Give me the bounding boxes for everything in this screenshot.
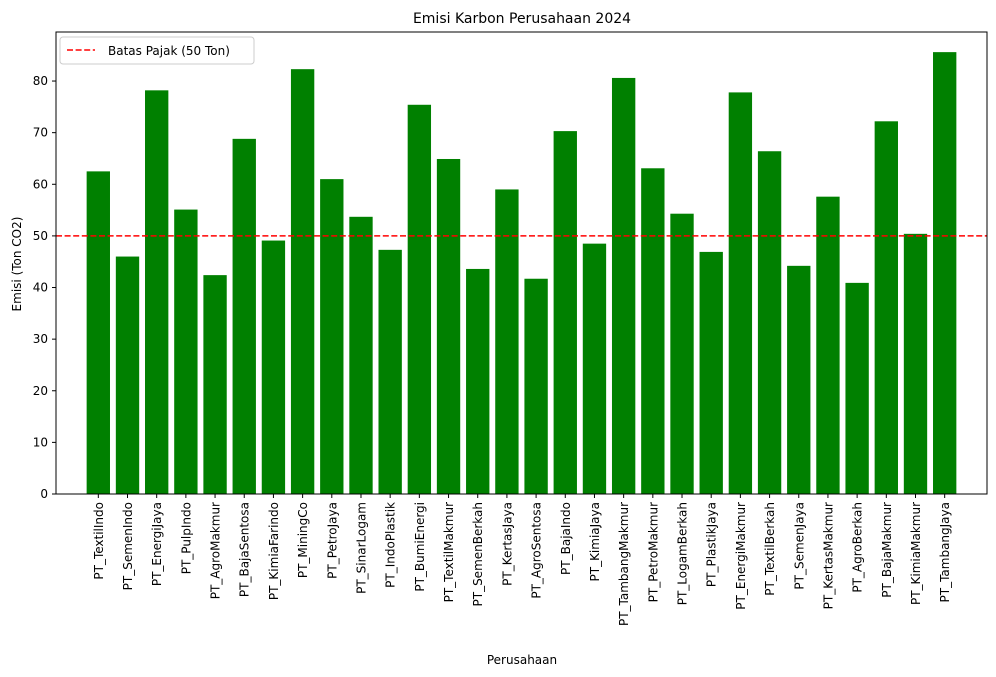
x-tick-label: PT_SinarLogam [354, 502, 368, 594]
x-tick-label: PT_EnergiMakmur [734, 502, 748, 610]
bar-PT_KimiaMakmur [903, 233, 928, 494]
x-tick-label: PT_KertasMakmur [821, 502, 835, 609]
y-tick-label: 20 [33, 384, 48, 398]
x-tick-label: PT_TextilIndo [92, 502, 106, 580]
y-tick-label: 50 [33, 229, 48, 243]
bar-PT_PulpIndo [174, 209, 198, 494]
bar-PT_MiningCo [290, 69, 315, 495]
bar-PT_TambangMakmur [611, 77, 636, 494]
x-tick-label: PT_PetroMakmur [646, 502, 660, 602]
x-tick-label: PT_AgroBerkah [851, 502, 865, 593]
bar-PT_BajaIndo [553, 131, 577, 495]
plot-frame [55, 31, 988, 495]
bar-PT_SemenBerkah [466, 268, 490, 494]
bar-PT_BajaMakmur [874, 121, 898, 495]
x-tick-label: PT_KimiaFarindo [267, 502, 281, 600]
y-axis: 0 10 20 30 40 50 60 70 80 [33, 74, 56, 501]
x-tick-label: PT_TambangJaya [938, 502, 952, 603]
x-tick-label: PT_TextilMakmur [442, 502, 456, 602]
bars-layer [86, 52, 957, 495]
chart-title: Emisi Karbon Perusahaan 2024 [413, 11, 631, 27]
bar-PT_KimiaFarindo [261, 240, 286, 494]
y-tick-label: 40 [33, 281, 48, 295]
bar-PT_EnergiJaya [145, 90, 169, 494]
y-tick-label: 70 [33, 126, 48, 140]
legend-label: Batas Pajak (50 Ton) [108, 44, 230, 58]
x-tick-label: PT_EnergiJaya [150, 502, 164, 586]
y-axis-label: Emisi (Ton CO2) [10, 217, 24, 312]
y-tick-label: 10 [33, 435, 48, 449]
x-tick-label: PT_AgroSentosa [530, 502, 544, 599]
legend: Batas Pajak (50 Ton) [59, 36, 255, 65]
bar-PT_KertasMakmur [816, 196, 840, 495]
x-tick-label: PT_KimiaMakmur [909, 502, 923, 605]
bar-PT_TambangJaya [933, 52, 957, 494]
x-tick-label: PT_AgroMakmur [209, 502, 223, 599]
bar-PT_EnergiMakmur [728, 92, 753, 495]
x-tick-label: PT_TextilBerkah [763, 502, 777, 596]
bar-PT_BajaSentosa [232, 138, 256, 494]
x-tick-label: PT_IndoPlastik [384, 502, 398, 588]
y-tick-label: 60 [33, 177, 48, 191]
y-tick-label: 0 [40, 487, 48, 501]
bar-PT_TextilMakmur [436, 158, 461, 495]
x-axis-label: Perusahaan [487, 653, 557, 667]
y-tick-label: 80 [33, 74, 48, 88]
bar-PT_TextilBerkah [757, 151, 782, 495]
x-tick-label: PT_BajaMakmur [880, 502, 894, 598]
bar-PT_BumiEnergi [407, 104, 432, 494]
bar-PT_AgroBerkah [845, 282, 869, 494]
bar-PT_KimiaJaya [582, 243, 607, 494]
x-tick-label: PT_PlastikJaya [705, 502, 719, 587]
bar-PT_TextilIndo [86, 171, 110, 494]
x-tick-label: PT_BumiEnergi [413, 502, 427, 592]
bar-PT_IndoPlastik [378, 249, 402, 494]
legend-box [59, 36, 255, 65]
bar-PT_AgroSentosa [524, 278, 548, 494]
bar-PT_LogamBerkah [670, 213, 694, 494]
x-tick-label: PT_SemenIndo [121, 502, 135, 590]
bar-PT_PetroMakmur [641, 168, 665, 494]
x-tick-label: PT_KimiaJaya [588, 502, 602, 582]
x-tick-label: PT_BajaIndo [559, 502, 573, 575]
x-tick-label: PT_TambangMakmur [617, 502, 631, 626]
bar-PT_SemenJaya [787, 265, 811, 494]
bar-PT_SemenIndo [115, 256, 140, 494]
x-axis: PT_TextilIndo PT_SemenIndo PT_EnergiJaya PT… [92, 494, 952, 626]
x-tick-label: PT_MiningCo [296, 502, 310, 578]
bar-PT_PlastikJaya [699, 251, 723, 494]
bar-PT_KertasJaya [495, 189, 519, 494]
x-tick-label: PT_BajaSentosa [238, 502, 252, 597]
y-tick-label: 30 [33, 332, 48, 346]
bar-PT_PetroJaya [320, 179, 344, 494]
x-tick-label: PT_LogamBerkah [676, 502, 690, 605]
x-tick-label: PT_SemenBerkah [471, 502, 485, 607]
bar-PT_AgroMakmur [203, 275, 227, 494]
x-tick-label: PT_KertasJaya [500, 502, 514, 586]
x-tick-label: PT_SemenJaya [792, 502, 806, 590]
x-tick-label: PT_PulpIndo [179, 502, 193, 574]
x-tick-label: PT_PetroJaya [325, 502, 339, 579]
bar-PT_SinarLogam [349, 216, 373, 495]
